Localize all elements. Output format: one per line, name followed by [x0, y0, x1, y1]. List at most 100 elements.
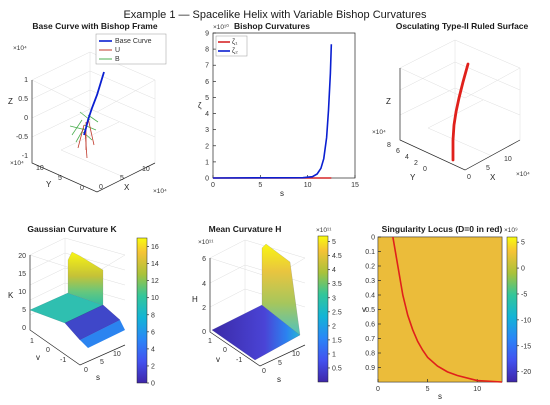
panel-singularity-locus: Singularity Locus (D=0 in red) 0 5 1000.10…	[362, 224, 531, 401]
colorbar-tick-label: 2.5	[332, 309, 342, 316]
y-tick-label: 8	[205, 47, 209, 54]
x-exponent: ×10⁴	[516, 171, 530, 178]
y-tick-label: 2	[414, 160, 418, 167]
colorbar	[317, 235, 329, 383]
x-tick-label: 0	[467, 174, 471, 181]
x-tick-label: 10	[504, 156, 512, 163]
y-exponent: ×10¹⁰	[213, 23, 229, 31]
y-tick-label: 2	[205, 143, 209, 150]
y-exponent: ×10⁴	[10, 160, 24, 167]
colorbar-tick-label: -20	[521, 369, 531, 376]
colorbar-tick-label: 2	[332, 323, 336, 330]
colorbar-tick-label: 8	[151, 312, 155, 319]
panel-gaussian-curvature: Gaussian Curvature K 20 15 10 5 0 K 1 0 …	[8, 224, 159, 388]
colorbar-exponent: ×10⁹	[504, 227, 518, 234]
y-tick-label: 0.8	[365, 351, 375, 358]
z-tick-label: 15	[18, 271, 26, 278]
x-tick-label: 15	[351, 182, 359, 189]
colorbar-tick-label: 3	[332, 295, 336, 302]
y-tick-label: 5	[58, 175, 62, 182]
x-axis-label: s	[96, 373, 100, 382]
colorbar-tick-label: 5	[332, 239, 336, 246]
figure-title: Example 1 — Spacelike Helix with Variabl…	[123, 9, 427, 21]
heatmap-area	[377, 236, 503, 383]
y-tick-label: 5	[205, 95, 209, 102]
z-tick-label: 0.5	[18, 96, 28, 103]
series-line-2	[212, 44, 333, 179]
legend: ζ₁ ζ₂	[215, 35, 248, 57]
z-tick-label: 1	[24, 77, 28, 84]
z-tick-label: -0.5	[16, 134, 28, 141]
z-tick-label: 5	[22, 307, 26, 314]
x-tick-label: 0	[262, 368, 266, 375]
colorbar-tick-label: 6	[151, 329, 155, 336]
x-tick-label: 5	[258, 182, 262, 189]
z-exponent: ×10¹¹	[198, 239, 214, 246]
y-tick-label: 1	[205, 159, 209, 166]
colorbar-tick-label: 3.5	[332, 281, 342, 288]
y-tick-label: 0.6	[365, 322, 375, 329]
y-tick-label: 0	[80, 185, 84, 192]
base-curve-line	[83, 71, 105, 136]
z-tick-label: 4	[202, 281, 206, 288]
x-tick-label: 10	[473, 386, 481, 393]
z-tick-label: 6	[202, 256, 206, 263]
x-tick-label: 0	[99, 184, 103, 191]
y-tick-label: 4	[405, 154, 409, 161]
colorbar-ticks: 16 14 12 10 8 6 4 2 0	[147, 244, 159, 388]
x-tick-label: 5	[100, 359, 104, 366]
x-axis-label: s	[277, 375, 281, 384]
y-tick-label: 9	[205, 31, 209, 38]
panel-title: Singularity Locus (D=0 in red)	[382, 224, 503, 234]
legend-entry: ζ₂	[232, 48, 238, 55]
z-tick-label: 20	[18, 253, 26, 260]
z-exponent: ×10⁴	[13, 45, 27, 52]
x-axis-label: X	[124, 183, 130, 192]
y-tick-label: 6	[396, 148, 400, 155]
y-tick-label: 0.1	[365, 249, 375, 256]
series-group	[212, 44, 333, 179]
panel-title: Osculating Type-II Ruled Surface	[396, 21, 529, 31]
tick-group: 0 5 10 15 0 1 2 3 4 5 6 7 8 9	[205, 31, 359, 190]
colorbar-tick-label: 14	[151, 261, 159, 268]
z-tick-label: 0	[24, 115, 28, 122]
y-tick-label: -1	[236, 357, 242, 364]
y-tick-label: 6	[205, 79, 209, 86]
colorbar-tick-label: 4	[332, 267, 336, 274]
colorbar-tick-label: 0	[521, 266, 525, 273]
y-tick-label: 0.4	[365, 293, 375, 300]
panel-base-curve: Base Curve with Bishop Frame 1 0.5 0 -0.…	[8, 21, 167, 195]
y-tick-label: 0	[223, 347, 227, 354]
panel-bishop-curvatures: Bishop Curvatures 0 5 10 15 0 1 2 3 4 5 6 7 8 9 ×10¹⁰…	[198, 21, 359, 198]
y-tick-label: 0	[205, 176, 209, 183]
x-tick-label: 0	[376, 386, 380, 393]
colorbar-tick-label: 0	[151, 381, 155, 388]
y-axis-label: v	[36, 353, 40, 362]
y-tick-label: 0.7	[365, 336, 375, 343]
y-tick-label: 1	[208, 338, 212, 345]
panel-title: Bishop Curvatures	[234, 21, 310, 31]
x-tick-label: 10	[142, 166, 150, 173]
legend-entry: U	[115, 47, 120, 54]
y-tick-label: 0.9	[365, 365, 375, 372]
y-tick-label: 0	[46, 347, 50, 354]
y-tick-label: 7	[205, 63, 209, 70]
x-tick-label: 10	[292, 351, 300, 358]
x-axis-label: s	[280, 189, 284, 198]
z-axis-label: Z	[8, 97, 13, 106]
colorbar-tick-label: 1	[332, 351, 336, 358]
x-tick-label: 5	[486, 165, 490, 172]
y-tick-label: 4	[205, 111, 209, 118]
z-tick-label: 2	[202, 305, 206, 312]
colorbar-tick-label: -5	[521, 291, 527, 298]
colorbar-ticks: 5 4.5 4 3.5 3 2.5 2 1.5 1 0.5	[328, 239, 342, 372]
z-tick-label: 0	[22, 325, 26, 332]
colorbar-tick-label: 4	[151, 346, 155, 353]
ruled-surface-curve	[451, 62, 470, 162]
legend-entry: ζ₁	[232, 39, 238, 46]
y-tick-label: 0.2	[365, 264, 375, 271]
x-tick-label: 0	[84, 367, 88, 374]
h-surface-wall	[261, 243, 301, 336]
x-tick-label: 5	[120, 175, 124, 182]
